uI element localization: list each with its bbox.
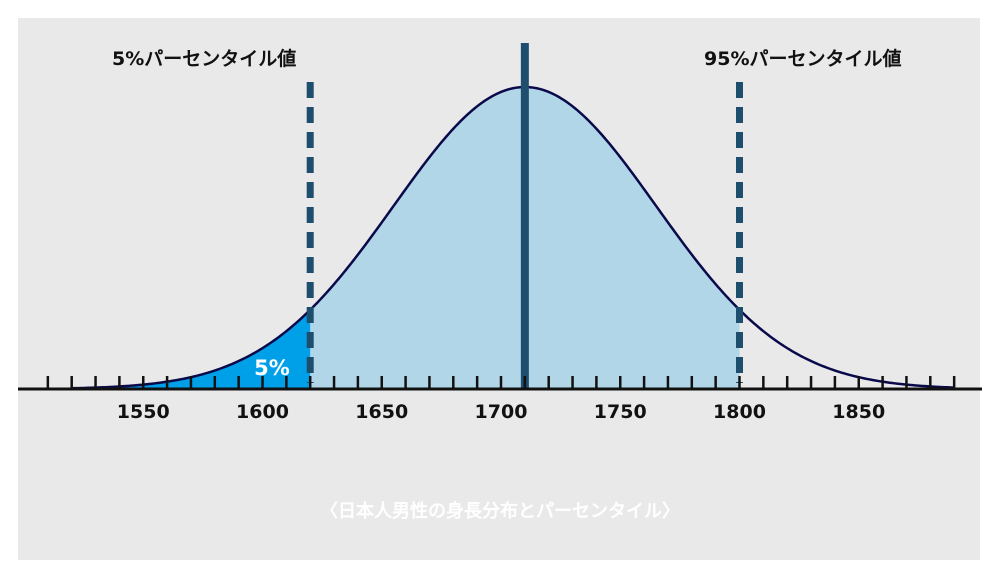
x-tick-label: 1600 — [236, 401, 289, 423]
x-tick-label: 1550 — [117, 401, 170, 423]
left-tail-area — [24, 309, 311, 389]
normal-curve — [71, 85, 955, 390]
x-axis-ticks — [46, 376, 956, 389]
percentile-95-label: 95%パーセンタイル値 — [704, 48, 902, 70]
x-tick-label: 1700 — [475, 401, 528, 423]
x-tick-label: 1650 — [355, 401, 408, 423]
x-tick-label: 1750 — [594, 401, 647, 423]
x-axis-tick-labels: 1550 1600 1650 1700 1750 1800 1850 — [117, 401, 885, 423]
x-tick-label: 1800 — [713, 401, 766, 423]
area-5-label: 5% — [254, 356, 290, 380]
x-tick-label: 1850 — [832, 401, 885, 423]
percentile-5-label: 5%パーセンタイル値 — [112, 48, 297, 70]
chart-caption: 〈日本人男性の身長分布とパーセンタイル〉 — [320, 501, 680, 522]
